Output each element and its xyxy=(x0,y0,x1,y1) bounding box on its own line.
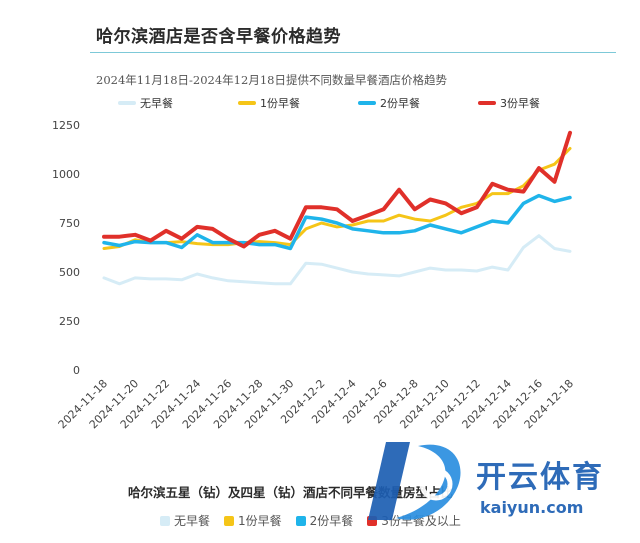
legend-item-two: 2份早餐 xyxy=(358,95,478,111)
legend-swatch-one xyxy=(238,101,256,105)
series-line-two xyxy=(102,193,572,251)
bottom-legend-label-two: 2份早餐 xyxy=(309,514,354,528)
legend-item-none: 无早餐 xyxy=(118,95,238,111)
y-tick-label-2: 500 xyxy=(59,266,80,279)
bottom-legend-label-none: 无早餐 xyxy=(174,514,211,528)
line-chart: 0250500750100012502024-11-182024-11-2020… xyxy=(52,119,576,431)
chart-legend: 无早餐 1份早餐 2份早餐 3份早餐 xyxy=(118,95,598,111)
bottom-legend-label-one: 1份早餐 xyxy=(238,514,282,528)
legend-swatch-two xyxy=(358,101,376,105)
y-tick-label-5: 1250 xyxy=(52,119,80,132)
legend-label-one: 1份早餐 xyxy=(260,97,300,110)
legend-item-three: 3份早餐 xyxy=(478,95,598,111)
bottom-legend-item-none: 无早餐 xyxy=(160,512,210,529)
bottom-swatch-three xyxy=(367,515,378,526)
y-tick-label-3: 750 xyxy=(59,217,80,230)
series-line-three xyxy=(102,130,572,249)
series-line-one xyxy=(102,147,572,250)
legend-label-two: 2份早餐 xyxy=(380,97,420,110)
watermark: 开云体育 kaiyun.com xyxy=(358,428,628,540)
bottom-swatch-two xyxy=(295,515,306,526)
watermark-url: kaiyun.com xyxy=(480,498,584,517)
y-tick-label-4: 1000 xyxy=(52,168,80,181)
legend-label-none: 无早餐 xyxy=(140,97,173,110)
bottom-chart-title: 哈尔滨五星（钻）及四星（钻）酒店不同早餐数量房型占比 xyxy=(128,485,454,500)
legend-item-one: 1份早餐 xyxy=(238,95,358,111)
bottom-legend-item-two: 2份早餐 xyxy=(295,512,354,529)
title-divider xyxy=(90,52,616,53)
watermark-logo-icon xyxy=(368,442,461,520)
bottom-legend-item-one: 1份早餐 xyxy=(224,512,282,529)
legend-swatch-three xyxy=(478,101,496,105)
bottom-swatch-one xyxy=(224,515,235,526)
series-line-none xyxy=(102,234,572,286)
chart-subtitle: 2024年11月18日-2024年12月18日提供不同数量早餐酒店价格趋势 xyxy=(96,73,447,87)
watermark-brand: 开云体育 xyxy=(476,460,604,495)
legend-swatch-none xyxy=(118,101,136,105)
legend-label-three: 3份早餐 xyxy=(500,97,540,110)
y-tick-label-0: 0 xyxy=(73,364,80,377)
bottom-swatch-none xyxy=(160,515,170,526)
y-tick-label-1: 250 xyxy=(59,315,80,328)
page-title: 哈尔滨酒店是否含早餐价格趋势 xyxy=(96,27,341,47)
